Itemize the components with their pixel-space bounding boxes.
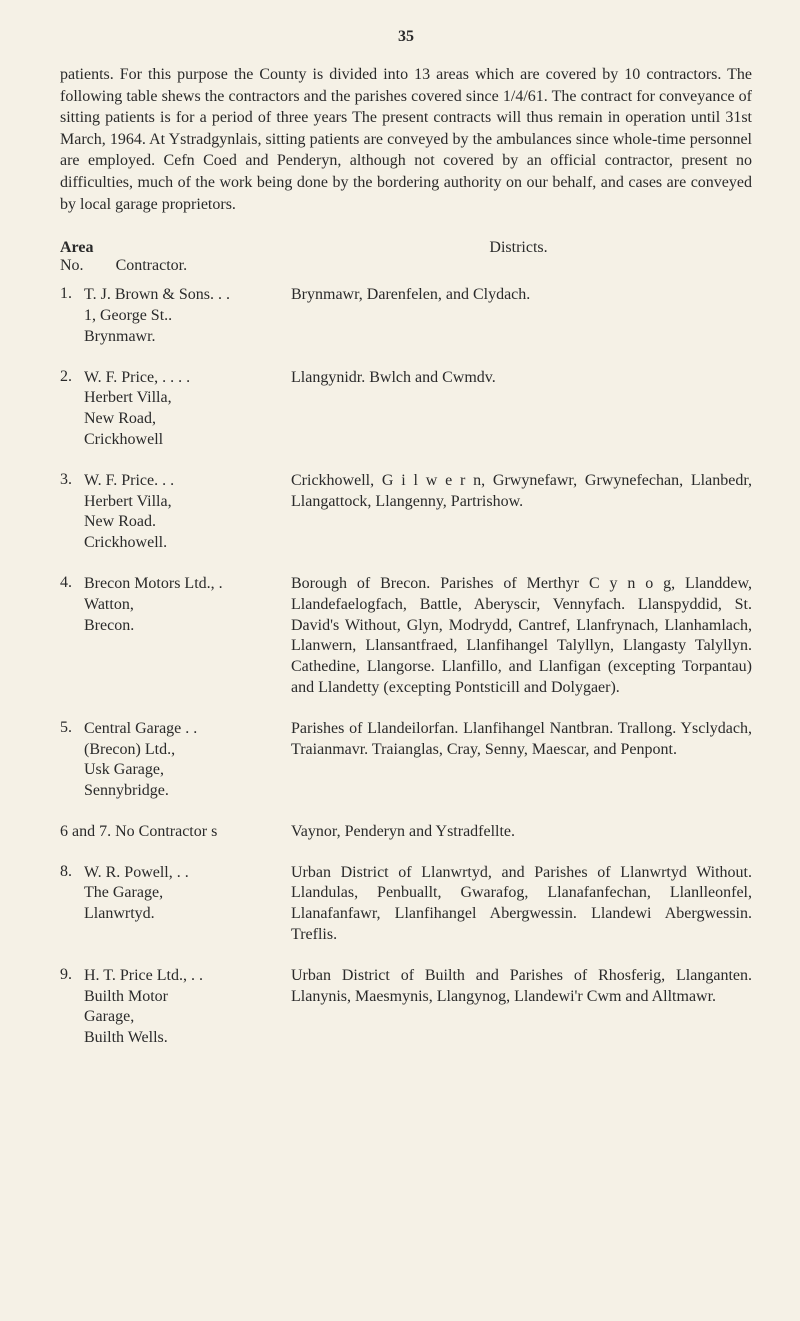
- table-row: 1.T. J. Brown & Sons. . . 1, George St..…: [60, 285, 752, 347]
- entries-list: 1.T. J. Brown & Sons. . . 1, George St..…: [60, 285, 752, 1049]
- contractor-cell: H. T. Price Ltd., . . Builth Motor Garag…: [84, 966, 285, 1049]
- districts-cell: Llangynidr. Bwlch and Cwmdv.: [285, 368, 752, 389]
- intro-paragraph: patients. For this purpose the County is…: [60, 64, 752, 215]
- contractor-cell: Brecon Motors Ltd., . Watton, Brecon.: [84, 574, 285, 636]
- contractor-cell: W. F. Price. . . Herbert Villa, New Road…: [84, 471, 285, 554]
- contractor-cell: W. R. Powell, . . The Garage, Llanwrtyd.: [84, 863, 285, 925]
- entry-number: 2.: [60, 368, 84, 386]
- document-page: 35 patients. For this purpose the County…: [0, 0, 800, 1109]
- districts-cell: Brynmawr, Darenfelen, and Clydach.: [285, 285, 752, 306]
- table-row: 8.W. R. Powell, . . The Garage, Llanwrty…: [60, 863, 752, 946]
- table-row: 3.W. F. Price. . . Herbert Villa, New Ro…: [60, 471, 752, 554]
- table-row: 6 and 7. No Contractor sVaynor, Penderyn…: [60, 822, 752, 843]
- table-row: 4.Brecon Motors Ltd., . Watton, Brecon.B…: [60, 574, 752, 699]
- districts-cell: Urban District of Llanwrtyd, and Parishe…: [285, 863, 752, 946]
- table-row: 2.W. F. Price, . . . . Herbert Villa, Ne…: [60, 368, 752, 451]
- contractor-cell: Central Garage . . (Brecon) Ltd., Usk Ga…: [84, 719, 285, 802]
- entry-number: 1.: [60, 285, 84, 303]
- contractor-cell: 6 and 7. No Contractor s: [60, 822, 285, 843]
- districts-cell: Vaynor, Penderyn and Ystradfellte.: [285, 822, 752, 843]
- districts-cell: Parishes of Llandeilorfan. Llanfihangel …: [285, 719, 752, 761]
- entry-number: 5.: [60, 719, 84, 737]
- entry-number: 9.: [60, 966, 84, 984]
- districts-label: Districts.: [489, 239, 547, 256]
- entry-number: 3.: [60, 471, 84, 489]
- table-header: Area No. Contractor. Districts.: [60, 239, 752, 275]
- districts-cell: Crickhowell, G i l w e r n, Grwynefawr, …: [285, 471, 752, 513]
- contractor-cell: W. F. Price, . . . . Herbert Villa, New …: [84, 368, 285, 451]
- entry-number: 4.: [60, 574, 84, 592]
- contractor-label: Contractor.: [116, 257, 188, 274]
- entry-number: 8.: [60, 863, 84, 881]
- page-number: 35: [60, 28, 752, 46]
- districts-cell: Urban District of Builth and Parishes of…: [285, 966, 752, 1008]
- no-label: No.: [60, 257, 84, 274]
- table-row: 9.H. T. Price Ltd., . . Builth Motor Gar…: [60, 966, 752, 1049]
- area-label: Area: [60, 239, 285, 257]
- districts-cell: Borough of Brecon. Parishes of Merthyr C…: [285, 574, 752, 699]
- table-row: 5.Central Garage . . (Brecon) Ltd., Usk …: [60, 719, 752, 802]
- contractor-cell: T. J. Brown & Sons. . . 1, George St.. B…: [84, 285, 285, 347]
